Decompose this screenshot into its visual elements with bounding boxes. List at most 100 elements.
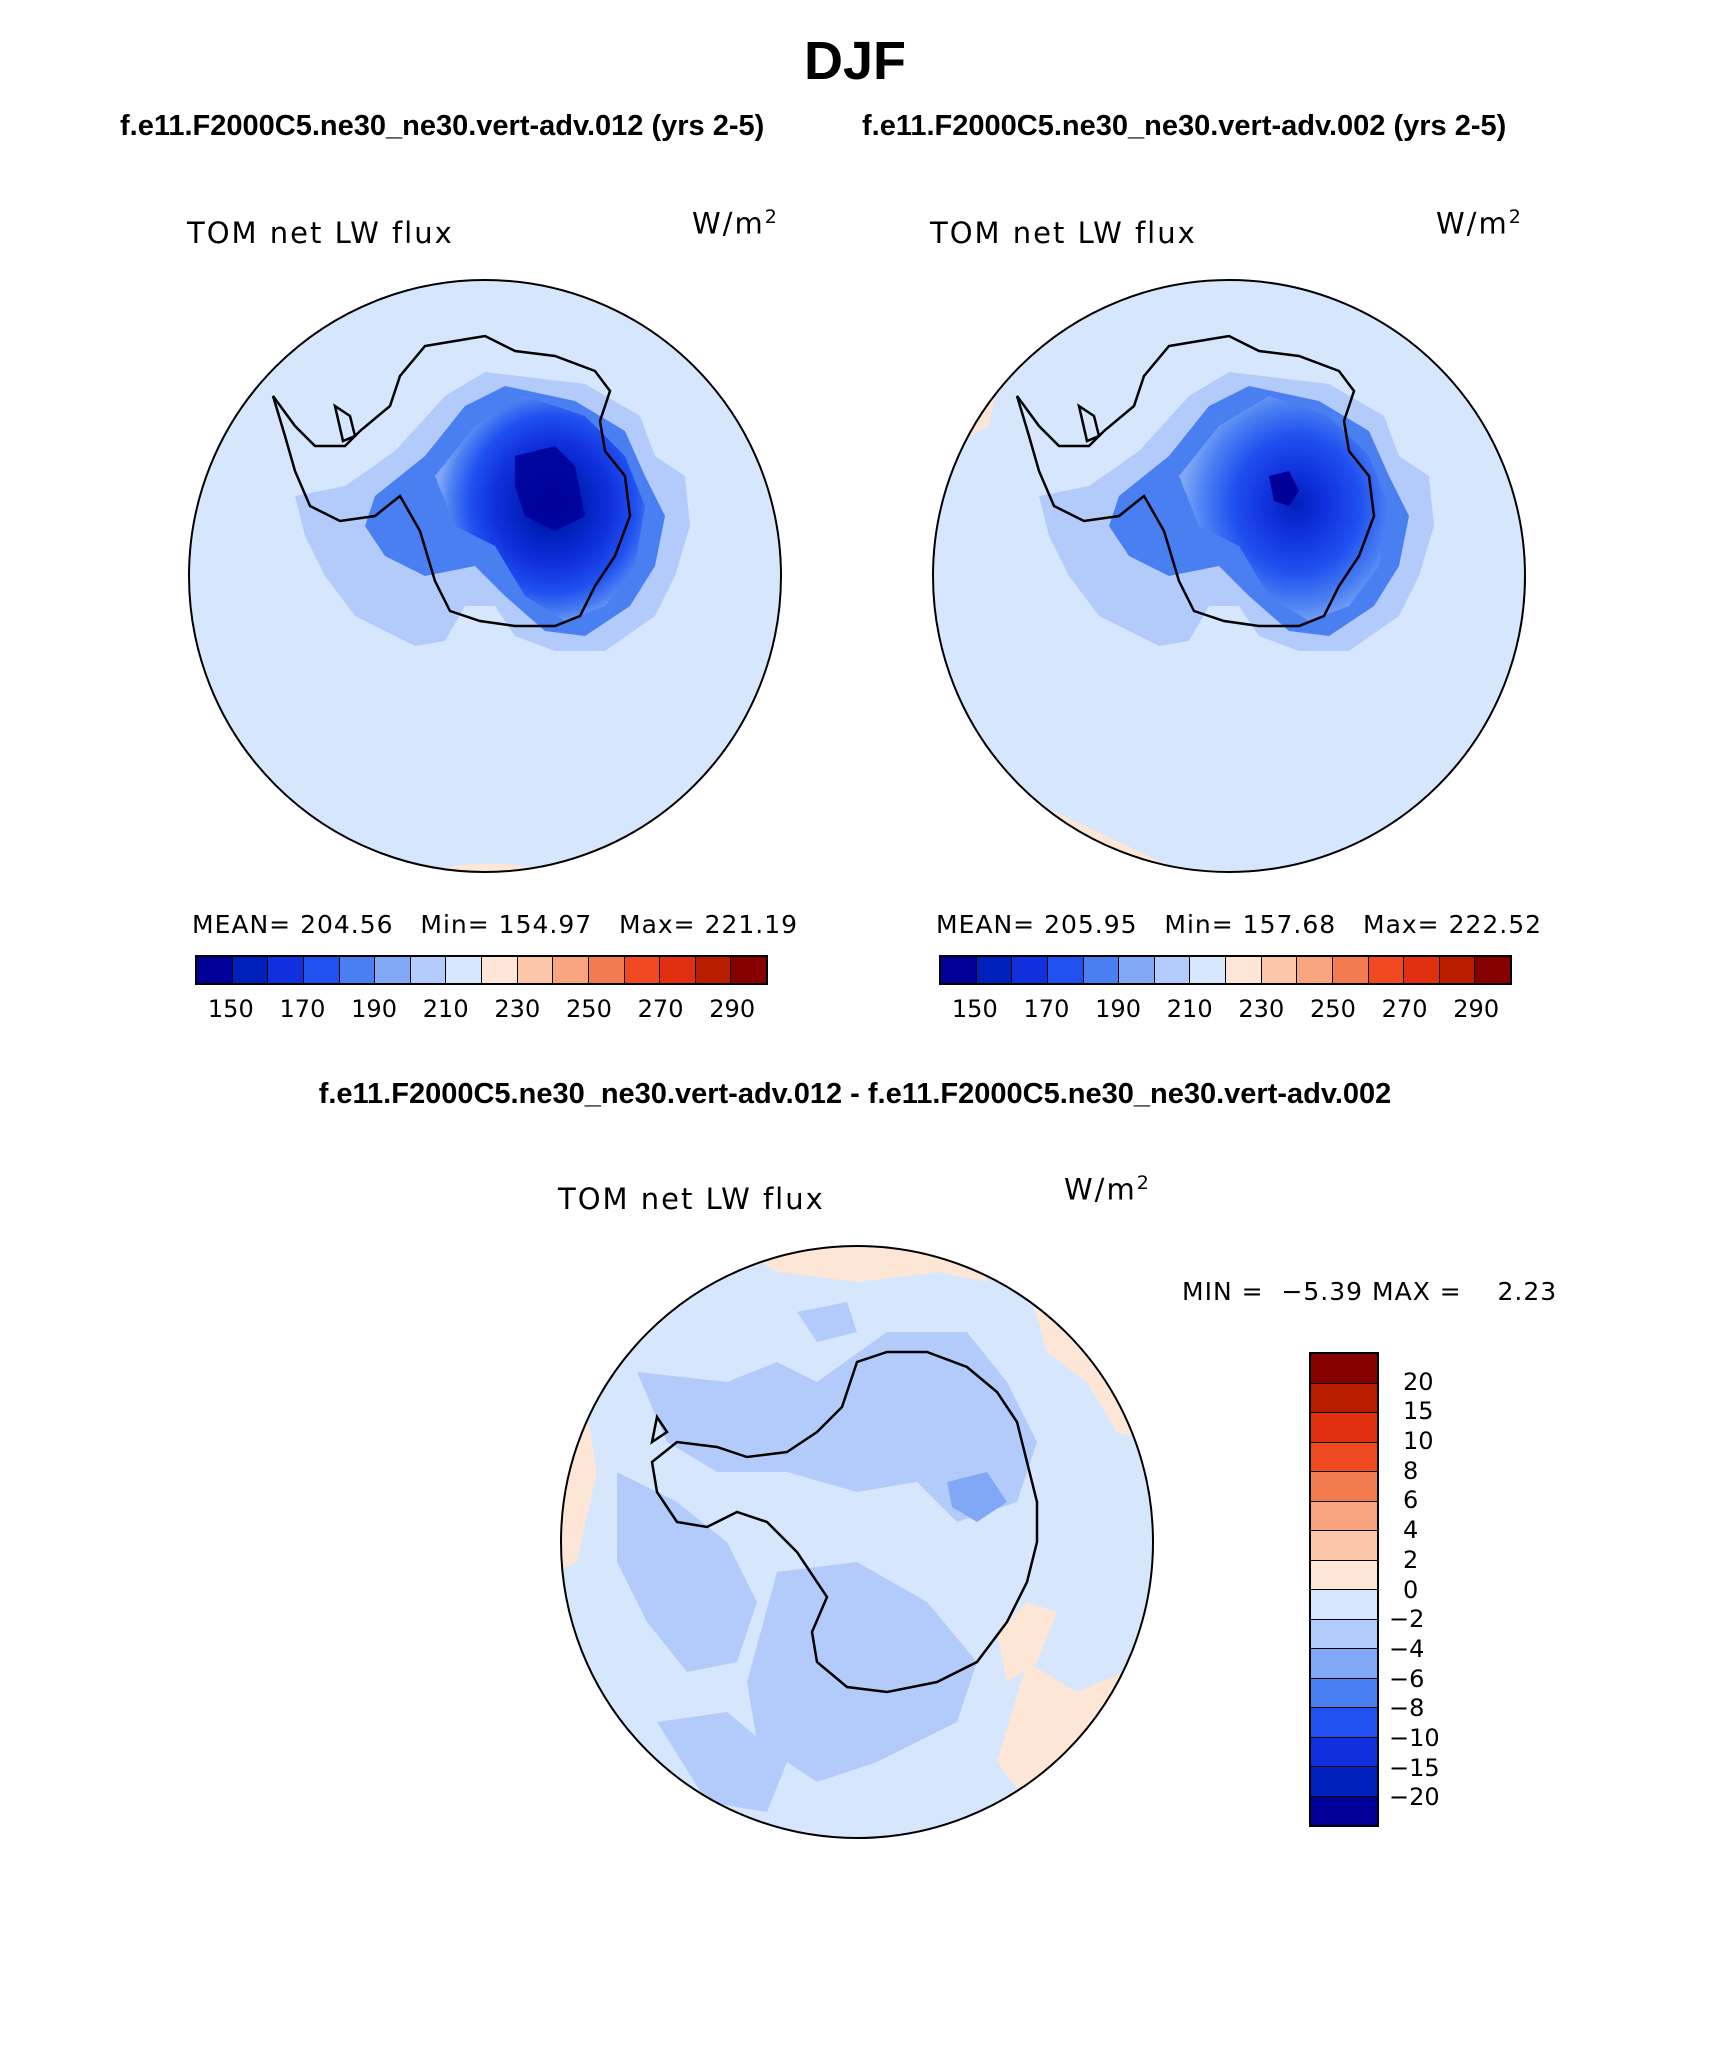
panel2-colorbar-swatch bbox=[1226, 957, 1262, 983]
panel2-colorbar-swatch bbox=[1119, 957, 1155, 983]
panel3-cool-region-5 bbox=[797, 1302, 857, 1342]
difference-title: f.e11.F2000C5.ne30_ne30.vert-adv.012 - f… bbox=[318, 1078, 1392, 1110]
panel3-colorbar-tick-label: −2 bbox=[1389, 1605, 1425, 1634]
panel2-units: W/m2 bbox=[1436, 206, 1523, 241]
panel2-colorbar-tick-label: 250 bbox=[1310, 995, 1356, 1023]
panel2-colorbar-tick-label: 170 bbox=[1023, 995, 1070, 1023]
panel1-colorbar-tick-label: 210 bbox=[422, 995, 469, 1023]
panel3-colorbar-tick-label: −20 bbox=[1389, 1783, 1440, 1812]
panel3-colorbar-swatch bbox=[1311, 1472, 1377, 1502]
panel1-colorbar-swatch bbox=[303, 957, 340, 983]
panel2-colorbar-swatch bbox=[1332, 957, 1369, 983]
panel1-colorbar-swatch bbox=[410, 957, 447, 983]
panel2-colorbar-swatch bbox=[1012, 957, 1048, 983]
figure-title: DJF bbox=[803, 31, 906, 91]
panel3-colorbar-swatch bbox=[1311, 1383, 1377, 1413]
panel1-colorbar-swatch bbox=[517, 957, 554, 983]
panel3-colorbar-tick-label: 10 bbox=[1403, 1427, 1434, 1456]
subtitle-left-case: f.e11.F2000C5.ne30_ne30.vert-adv.012 (yr… bbox=[120, 110, 765, 142]
panel2-colorbar-swatch bbox=[1190, 957, 1226, 983]
panel1-colorbar-swatch bbox=[624, 957, 661, 983]
panel1-colorbar-swatch bbox=[695, 957, 732, 983]
panel3-colorbar-tick-label: 8 bbox=[1403, 1456, 1419, 1485]
panel1-colorbar-swatch bbox=[660, 957, 696, 983]
panel1-colorbar-tick-label: 250 bbox=[566, 995, 612, 1023]
panel3-colorbar-swatch bbox=[1311, 1442, 1377, 1472]
panel2-colorbar-swatch bbox=[941, 957, 977, 983]
panel3-cold-spot bbox=[947, 1472, 1007, 1522]
panel1-colorbar-tick-label: 270 bbox=[637, 995, 684, 1023]
panel1-colorbar bbox=[195, 955, 768, 985]
panel3-colorbar-swatch bbox=[1311, 1619, 1377, 1649]
panel1-colorbar-swatch bbox=[588, 957, 625, 983]
panel1-plateau-core bbox=[515, 446, 585, 531]
panel2-variable-label: TOM net LW flux bbox=[930, 216, 1197, 250]
panel2-colorbar-tick-label: 190 bbox=[1095, 995, 1141, 1023]
panel2-colorbar-ticks: 150 170 190 210 230 250 270 290 bbox=[939, 995, 1512, 1025]
panel3-map-border bbox=[560, 1245, 1154, 1839]
panel2-colorbar-swatch bbox=[1475, 957, 1510, 983]
panel1-variable-label: TOM net LW flux bbox=[187, 216, 454, 250]
panel3-cool-region-4 bbox=[657, 1712, 787, 1812]
panel3-colorbar-tick-label: −10 bbox=[1389, 1723, 1440, 1752]
panel3-colorbar-tick-label: 15 bbox=[1403, 1397, 1434, 1426]
panel3-colorbar-swatch bbox=[1311, 1413, 1377, 1443]
panel2-colorbar-swatch bbox=[1083, 957, 1120, 983]
panel1-map bbox=[188, 279, 782, 873]
panel1-colorbar-swatch bbox=[268, 957, 304, 983]
panel2-coastline bbox=[1015, 334, 1376, 628]
panel2-colorbar-tick-label: 150 bbox=[951, 995, 998, 1023]
panel3-colorbar-ticks: 20 15 10 8 6 4 2 0 −2 −4 −6 −8 −10 −15 −20 bbox=[1389, 1352, 1469, 1827]
panel1-colorbar-tick-label: 290 bbox=[709, 995, 756, 1023]
panel2-colorbar-tick-label: 270 bbox=[1381, 995, 1428, 1023]
panel3-colorbar-swatch bbox=[1311, 1501, 1377, 1531]
panel3-colorbar-tick-label: −8 bbox=[1389, 1694, 1425, 1723]
panel2-colorbar-swatch bbox=[1154, 957, 1191, 983]
panel2-colorbar-tick-label: 290 bbox=[1453, 995, 1500, 1023]
panel2-stats: MEAN= 205.95 Min= 157.68 Max= 222.52 bbox=[936, 910, 1543, 939]
panel1-colorbar-swatch bbox=[339, 957, 376, 983]
panel1-coastline bbox=[271, 334, 632, 628]
panel2-colorbar-swatch bbox=[1297, 957, 1333, 983]
panel3-cool-region-2 bbox=[617, 1472, 757, 1672]
panel3-map bbox=[560, 1245, 1154, 1839]
panel2-colorbar-tick-label: 230 bbox=[1238, 995, 1285, 1023]
panel1-colorbar-tick-label: 150 bbox=[207, 995, 254, 1023]
panel1-stats: MEAN= 204.56 Min= 154.97 Max= 221.19 bbox=[192, 910, 799, 939]
panel2-colorbar-swatch bbox=[1439, 957, 1476, 983]
panel1-map-border bbox=[188, 279, 782, 873]
panel2-colorbar-tick-label: 210 bbox=[1166, 995, 1213, 1023]
panel3-variable-label: TOM net LW flux bbox=[558, 1182, 825, 1216]
panel3-units: W/m2 bbox=[1064, 1172, 1151, 1207]
panel1-colorbar-swatch bbox=[731, 957, 766, 983]
panel3-colorbar-tick-label: 2 bbox=[1403, 1545, 1419, 1574]
panel1-warm-patch bbox=[415, 863, 565, 872]
panel1-colorbar-swatch bbox=[232, 957, 269, 983]
panel2-colorbar bbox=[939, 955, 1512, 985]
panel3-colorbar-tick-label: −6 bbox=[1389, 1664, 1425, 1693]
panel3-colorbar-swatch bbox=[1311, 1531, 1377, 1561]
panel2-plateau-core bbox=[1269, 471, 1299, 506]
panel1-colorbar-swatch bbox=[197, 957, 233, 983]
panel3-cool-region-3 bbox=[747, 1562, 977, 1782]
panel2-colorbar-swatch bbox=[1368, 957, 1405, 983]
subtitle-right-case: f.e11.F2000C5.ne30_ne30.vert-adv.002 (yr… bbox=[862, 110, 1507, 142]
panel3-colorbar-tick-label: 0 bbox=[1403, 1575, 1419, 1604]
panel2-colorbar-swatch bbox=[976, 957, 1013, 983]
panel1-colorbar-ticks: 150 170 190 210 230 250 270 290 bbox=[195, 995, 768, 1025]
panel1-units: W/m2 bbox=[692, 206, 779, 241]
panel2-colorbar-swatch bbox=[1047, 957, 1084, 983]
panel3-colorbar-swatch bbox=[1311, 1560, 1377, 1590]
panel3-colorbar-swatch bbox=[1311, 1767, 1377, 1797]
panel3-colorbar-tick-label: −4 bbox=[1389, 1634, 1425, 1663]
panel1-colorbar-swatch bbox=[553, 957, 589, 983]
panel3-colorbar-tick-label: 4 bbox=[1403, 1516, 1419, 1545]
panel1-colorbar-tick-label: 170 bbox=[279, 995, 326, 1023]
panel1-colorbar-swatch bbox=[375, 957, 411, 983]
panel2-map bbox=[932, 279, 1526, 873]
panel3-colorbar-tick-label: 6 bbox=[1403, 1486, 1419, 1515]
panel3-coastline bbox=[650, 1350, 1039, 1694]
panel3-colorbar-swatch bbox=[1311, 1678, 1377, 1708]
panel3-colorbar-swatch bbox=[1311, 1649, 1377, 1679]
panel3-stats: MIN = −5.39 MAX = 2.23 bbox=[1182, 1277, 1558, 1306]
